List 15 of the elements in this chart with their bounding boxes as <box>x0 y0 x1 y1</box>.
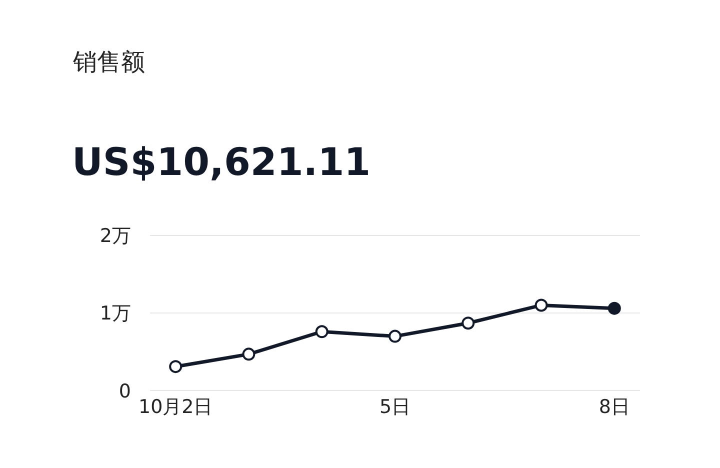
chart-subtitle: US$10,621.11 <box>72 140 371 184</box>
point <box>462 316 475 330</box>
chart-title: 销售额 <box>72 48 145 76</box>
point <box>608 302 621 315</box>
point <box>315 325 328 338</box>
x-tick-label: 8日 <box>598 396 630 418</box>
y-tick-label: 0 <box>118 380 131 402</box>
y-tick-label: 1万 <box>100 302 131 325</box>
point <box>242 348 256 361</box>
point <box>388 330 402 343</box>
x-tick-label: 10月2日 <box>138 396 213 418</box>
y-tick-label: 2万 <box>100 224 131 247</box>
point <box>534 298 548 312</box>
x-tick-label: 5日 <box>379 396 411 418</box>
point <box>169 360 182 374</box>
